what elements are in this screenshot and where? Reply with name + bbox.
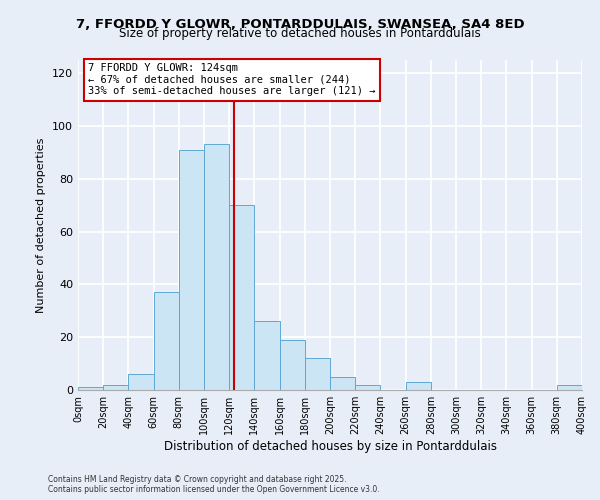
Y-axis label: Number of detached properties: Number of detached properties	[37, 138, 46, 312]
Bar	[179, 150, 204, 390]
Bar	[330, 377, 355, 390]
Bar	[204, 144, 229, 390]
Bar	[103, 384, 128, 390]
Bar	[280, 340, 305, 390]
Bar	[305, 358, 330, 390]
Bar	[78, 388, 103, 390]
Bar	[254, 322, 280, 390]
Bar	[229, 205, 254, 390]
X-axis label: Distribution of detached houses by size in Pontarddulais: Distribution of detached houses by size …	[163, 440, 497, 453]
Text: 7 FFORDD Y GLOWR: 124sqm
← 67% of detached houses are smaller (244)
33% of semi-: 7 FFORDD Y GLOWR: 124sqm ← 67% of detach…	[88, 64, 376, 96]
Bar	[355, 384, 380, 390]
Text: Size of property relative to detached houses in Pontarddulais: Size of property relative to detached ho…	[119, 28, 481, 40]
Bar	[557, 384, 582, 390]
Bar	[406, 382, 431, 390]
Text: 7, FFORDD Y GLOWR, PONTARDDULAIS, SWANSEA, SA4 8ED: 7, FFORDD Y GLOWR, PONTARDDULAIS, SWANSE…	[76, 18, 524, 30]
Bar	[128, 374, 154, 390]
Text: Contains HM Land Registry data © Crown copyright and database right 2025.
Contai: Contains HM Land Registry data © Crown c…	[48, 474, 380, 494]
Bar	[154, 292, 179, 390]
